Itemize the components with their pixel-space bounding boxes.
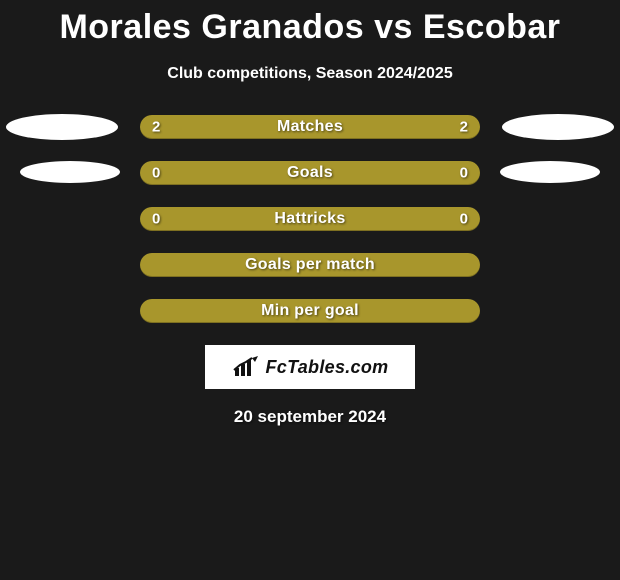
comparison-card: Morales Granados vs Escobar Club competi… [0,0,620,580]
subtitle: Club competitions, Season 2024/2025 [0,65,620,83]
stat-bar: 0 Hattricks 0 [140,207,480,231]
stat-label: Hattricks [274,210,345,228]
stat-label: Goals [287,164,333,182]
stat-row-goals-per-match: Goals per match [0,253,620,277]
logo-badge: FcTables.com [205,345,415,389]
logo-text: FcTables.com [266,357,389,378]
stat-value-left: 2 [152,119,160,136]
logo-chart-icon [232,356,260,378]
player1-ellipse [20,161,120,183]
stat-bar: 0 Goals 0 [140,161,480,185]
stat-row-goals: 0 Goals 0 [0,161,620,185]
stat-label: Min per goal [261,302,359,320]
stat-value-right: 0 [460,165,468,182]
stat-bar: 2 Matches 2 [140,115,480,139]
stat-rows: 2 Matches 2 0 Goals 0 0 Hattricks 0 [0,115,620,323]
stat-value-left: 0 [152,211,160,228]
stat-label: Matches [277,118,343,136]
stat-row-min-per-goal: Min per goal [0,299,620,323]
stat-row-matches: 2 Matches 2 [0,115,620,139]
date-label: 20 september 2024 [0,407,620,427]
stat-value-left: 0 [152,165,160,182]
stat-bar: Min per goal [140,299,480,323]
stat-row-hattricks: 0 Hattricks 0 [0,207,620,231]
player1-ellipse [6,114,118,140]
stat-value-right: 0 [460,211,468,228]
player2-ellipse [500,161,600,183]
player2-ellipse [502,114,614,140]
stat-label: Goals per match [245,256,375,274]
stat-bar: Goals per match [140,253,480,277]
page-title: Morales Granados vs Escobar [0,0,620,47]
stat-value-right: 2 [460,119,468,136]
